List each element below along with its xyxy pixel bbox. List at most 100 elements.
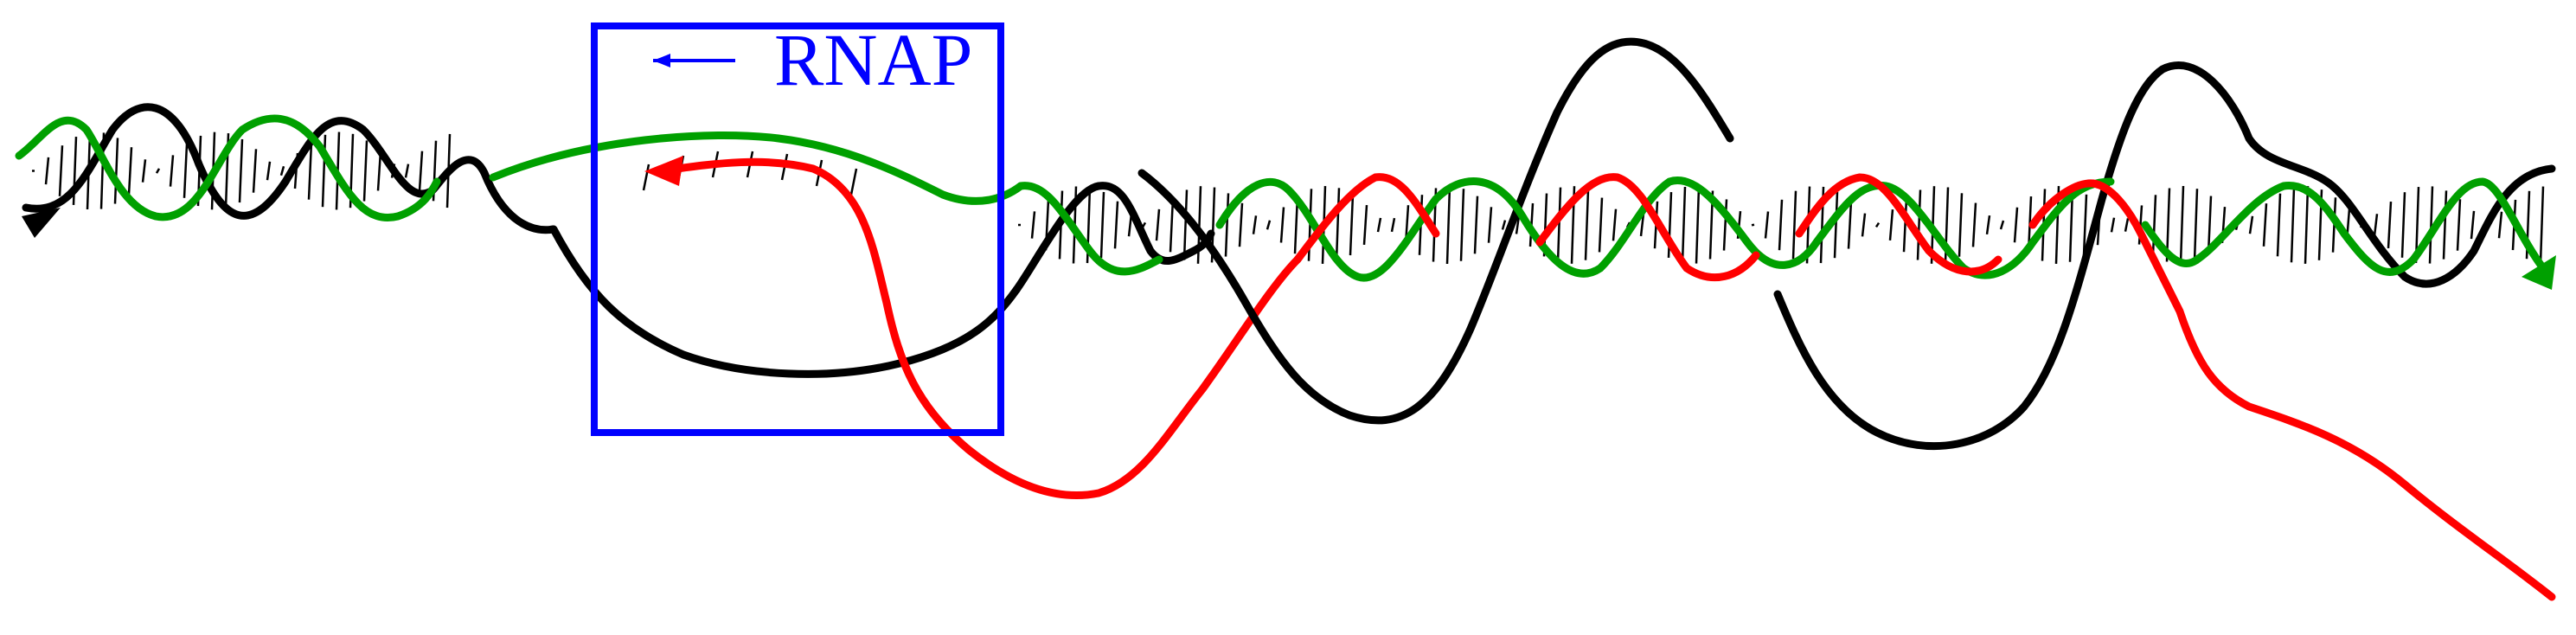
base-pair-rung [1902, 197, 1908, 253]
base-pair-rung [2290, 187, 2296, 263]
base-pair-rung [1722, 199, 1728, 251]
arrow-left-icon [653, 54, 735, 67]
base-pair-rung [1515, 215, 1521, 234]
base-pair-rung [1445, 185, 1451, 265]
coding-strand-right [1016, 176, 2547, 282]
base-pair-rung [1695, 186, 1701, 264]
coding-strand-bubble [489, 131, 1025, 205]
base-pair-rung [127, 147, 133, 195]
right-strand-arrowhead-icon [2522, 255, 2556, 290]
base-pair-rung [642, 164, 650, 191]
base-pair-rung [1459, 189, 1465, 261]
base-pair-rung [1390, 217, 1396, 233]
rna-strand-right [1293, 173, 2556, 601]
base-pair-rung [1874, 221, 1881, 228]
base-pair-rung [1556, 187, 1562, 263]
base-pair-rung [2470, 210, 2476, 240]
base-pair-rung [2456, 199, 2462, 251]
base-pair-rungs [32, 131, 2545, 265]
base-pair-rung [1985, 215, 1991, 235]
base-pair-rung [1487, 207, 1493, 243]
base-pair-rung [141, 159, 147, 183]
base-pair-rung [238, 138, 244, 203]
base-pair-rung [1279, 207, 1285, 243]
base-pair-rung [1971, 202, 1977, 247]
base-pair-rung [1376, 217, 1382, 233]
base-pair-rung [1224, 193, 1230, 257]
base-pair-rung [2387, 201, 2393, 249]
left-strand-arrowhead-icon [22, 208, 61, 238]
base-pair-rung [1612, 208, 1618, 241]
base-pair-rung [1252, 215, 1258, 234]
base-pair-rung [1182, 189, 1189, 260]
base-pair-rung [2124, 218, 2130, 232]
base-pair-rung [1113, 201, 1119, 249]
base-pair-rung [2428, 186, 2434, 264]
base-pair-rung [1791, 190, 1797, 260]
base-pair-rung [2110, 217, 2116, 233]
base-pair-rung [1861, 213, 1867, 237]
base-pair-rung [1999, 220, 2005, 230]
template-strand-mid [1012, 182, 1215, 294]
base-pair-rung [2304, 186, 2310, 264]
base-pair-rung [2262, 203, 2268, 247]
rna-transcript [653, 157, 1302, 500]
base-pair-rung [2400, 192, 2406, 258]
template-strand-loop2 [1773, 61, 2556, 451]
base-pair-rung [155, 168, 161, 174]
template-strand-bubble [549, 225, 1021, 378]
base-pair-rung [44, 157, 50, 185]
base-pair-rung [1598, 197, 1604, 253]
base-pair-rung [418, 151, 424, 191]
base-pair-rung [2082, 194, 2088, 256]
base-pair-rung [183, 144, 189, 198]
base-pair-rung [2373, 214, 2379, 236]
base-pair-rung [1833, 191, 1839, 259]
base-pair-rung [1099, 191, 1105, 259]
base-pair-rung [2179, 185, 2185, 265]
template-strand-loop1 [1137, 37, 1734, 425]
base-pair-rung [1958, 193, 1964, 257]
base-pair-rung [1030, 211, 1036, 239]
base-pair-rung [307, 142, 313, 200]
base-pair-rung [1888, 209, 1894, 241]
rnap-label: RNAP [774, 18, 972, 101]
base-pair-rung [1266, 220, 1272, 230]
base-pair-rung [1778, 199, 1784, 251]
base-pair-rung [2207, 196, 2213, 254]
base-pair-rung [266, 161, 272, 181]
base-pair-rung [1764, 211, 1770, 239]
base-pair-rung [58, 145, 64, 196]
base-pair-rung [2442, 190, 2448, 260]
base-pair-rung [2151, 195, 2157, 255]
base-pair-rung [1169, 197, 1175, 253]
base-pair-rung [2497, 211, 2503, 239]
base-pair-rung [404, 164, 410, 178]
base-pair-rung [1349, 194, 1355, 256]
base-pair-rung [362, 140, 368, 202]
coding-strand-left [15, 114, 441, 221]
base-pair-rung [1847, 201, 1853, 249]
base-pair-rung [1362, 204, 1368, 246]
base-pair-rung [1639, 213, 1645, 237]
base-pair-rung [2276, 193, 2282, 257]
base-pair-rung [169, 155, 175, 187]
rnap-box [591, 22, 1004, 436]
base-pair-rung [1335, 188, 1341, 262]
template-strand-left [22, 103, 558, 234]
base-pair-rung [1238, 202, 1244, 247]
base-pair-rung [321, 134, 327, 208]
base-pair-rung [2248, 215, 2254, 234]
rna-arrowhead-icon [644, 156, 683, 186]
base-pair-rung [279, 165, 285, 176]
base-pair-rung [1473, 196, 1479, 254]
base-pair-rung [1501, 220, 1507, 230]
base-pair-rung [849, 168, 858, 196]
base-pair-rung [113, 138, 119, 204]
base-pair-rung [2013, 207, 2019, 243]
base-pair-rung [252, 149, 258, 193]
base-pair-rung [1584, 189, 1590, 260]
base-pair-rung [1155, 208, 1161, 241]
base-pair-rung [1681, 186, 1687, 264]
